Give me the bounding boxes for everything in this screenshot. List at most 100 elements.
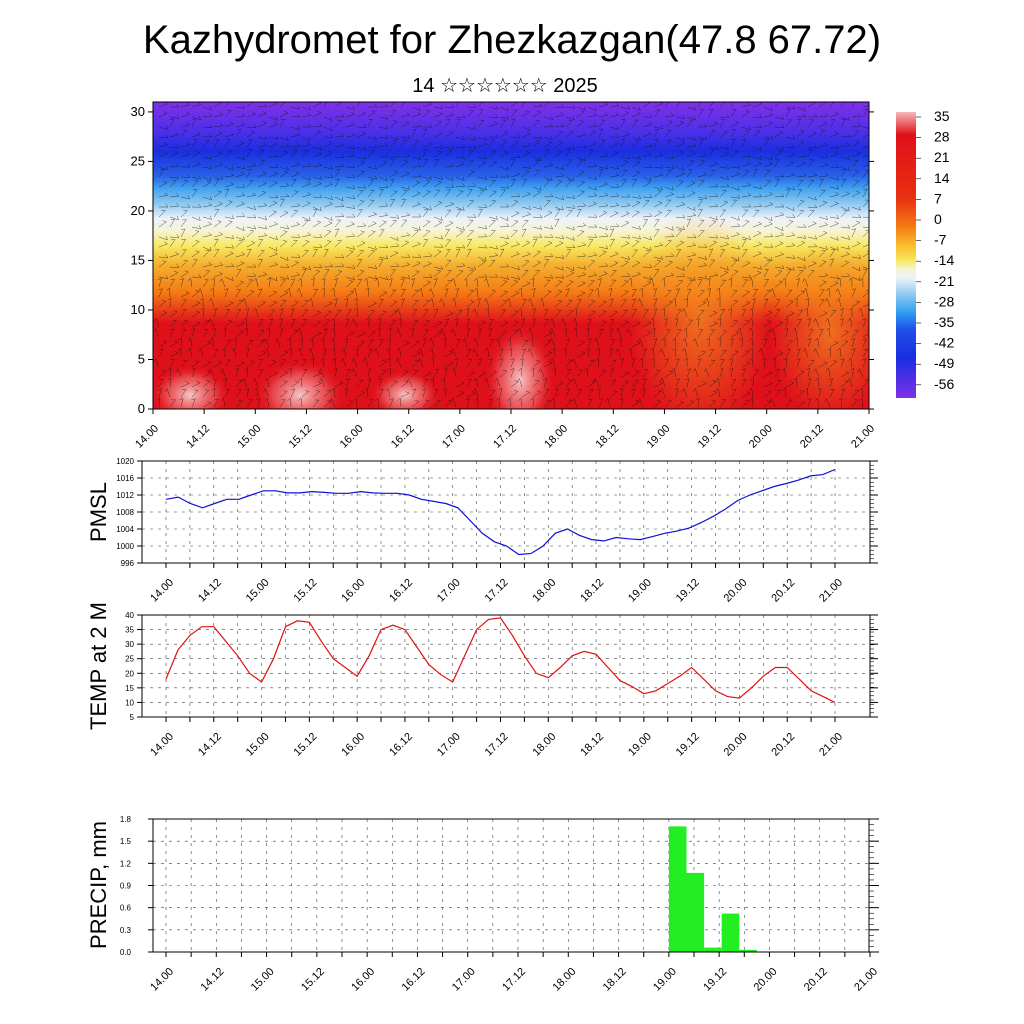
heatmap-x-tick-label: 20.00 [747, 423, 775, 451]
precipitation-panel: 0.0 0.3 0.6 0.9 1.2 1.5 1.8 14.00 14.12 15.00 15.… [86, 815, 880, 994]
precipitation-bar [721, 913, 740, 952]
cool-sector-mark [770, 240, 869, 409]
cross-section-panel: 0 5 10 15 20 25 30 14.00 14.12 15.00 15.12 16.00 16… [131, 101, 877, 451]
warm-core-mark [255, 360, 345, 409]
colorbar-label: 0 [934, 211, 942, 227]
precipitation-bar [686, 872, 705, 952]
pmsl-y-tick-label: 1012 [116, 491, 134, 500]
heatmap-x-tick-label: 19.00 [645, 423, 673, 451]
precipitation-x-tick-label: 21.00 [852, 966, 880, 994]
chart-subtitle: 14 ☆☆☆☆☆☆ 2025 [412, 75, 598, 97]
precipitation-x-tick-label: 19.00 [651, 966, 679, 994]
precipitation-grid [153, 819, 869, 952]
pmsl-x-tick-label: 15.00 [244, 577, 272, 605]
pmsl-x-tick-label: 20.00 [722, 577, 750, 605]
colorbar-label: -42 [934, 335, 954, 351]
temperature-x-tick-label: 16.00 [339, 731, 367, 759]
pmsl-x-tick-label: 14.00 [148, 577, 176, 605]
precipitation-x-tick-label: 19.12 [701, 966, 729, 994]
temperature-x-tick-label: 19.12 [674, 731, 702, 759]
precipitation-axis-label: PRECIP, mm [86, 821, 111, 949]
pmsl-series-line [165, 468, 836, 556]
pmsl-x-tick-label: 16.00 [339, 577, 367, 605]
precipitation-x-tick-label: 16.12 [400, 966, 428, 994]
heatmap-x-tick-label: 15.12 [287, 423, 315, 451]
temperature-y-axis: 5 10 15 20 25 30 35 40 [125, 611, 878, 722]
heatmap-field [153, 102, 869, 409]
pmsl-y-tick-label: 1004 [116, 525, 134, 534]
colorbar-label: -21 [934, 273, 954, 289]
temperature-series-line [165, 617, 836, 703]
temperature-x-axis: 14.00 14.12 15.00 15.12 16.00 16.12 17.00 17.12… [148, 717, 845, 759]
heatmap-x-tick-label: 15.00 [235, 423, 263, 451]
precipitation-y-tick-label: 1.5 [120, 837, 132, 846]
cool-sector-mark [630, 210, 770, 409]
temperature-panel: 5 10 15 20 25 30 35 40 14.00 14.12 15.00 15.12 16.0… [86, 602, 878, 759]
wind-barb-field [153, 102, 869, 408]
heatmap-y-axis: 0 5 10 15 20 25 30 [131, 104, 874, 416]
pmsl-y-tick-label: 996 [121, 559, 135, 568]
precipitation-y-tick-label: 1.8 [120, 815, 132, 824]
precipitation-x-tick-label: 18.00 [550, 966, 578, 994]
colorbar-label: 14 [934, 170, 950, 186]
heatmap-x-tick-label: 14.12 [184, 423, 212, 451]
pmsl-x-tick-label: 15.12 [292, 577, 320, 605]
temperature-y-tick-label: 15 [125, 684, 134, 693]
precipitation-x-tick-label: 17.00 [450, 966, 478, 994]
heatmap-x-tick-label: 19.12 [696, 423, 724, 451]
pmsl-y-tick-label: 1016 [116, 474, 134, 483]
heatmap-x-tick-label: 18.12 [593, 423, 621, 451]
pmsl-x-tick-label: 17.12 [483, 577, 511, 605]
heatmap-x-tick-label: 16.00 [338, 423, 366, 451]
heatmap-x-tick-label: 14.00 [133, 423, 161, 451]
temperature-frame [141, 614, 871, 718]
heatmap-x-tick-label: 21.00 [849, 423, 877, 451]
temperature-axis-label: TEMP at 2 M [86, 602, 111, 730]
pmsl-x-tick-label: 19.12 [674, 577, 702, 605]
heatmap-y-tick-label: 15 [131, 252, 145, 267]
temperature-x-tick-label: 14.12 [196, 731, 224, 759]
pmsl-grid [142, 461, 870, 563]
precipitation-x-tick-label: 14.12 [198, 966, 226, 994]
precipitation-y-tick-label: 1.2 [120, 859, 132, 868]
temperature-y-tick-label: 20 [125, 669, 134, 678]
temperature-y-tick-label: 40 [125, 611, 134, 620]
heatmap-x-tick-label: 17.00 [440, 423, 468, 451]
precipitation-x-axis: 14.00 14.12 15.00 15.12 16.00 16.12 17.00 17.12… [148, 952, 880, 994]
colorbar-label: -56 [934, 376, 954, 392]
temperature-y-tick-label: 5 [130, 713, 135, 722]
temperature-x-tick-label: 15.12 [292, 731, 320, 759]
temperature-x-tick-label: 19.00 [626, 731, 654, 759]
pmsl-x-tick-label: 17.00 [435, 577, 463, 605]
wind-barbs [153, 102, 869, 408]
pmsl-x-tick-label: 18.12 [578, 577, 606, 605]
warm-core-mark [485, 325, 555, 409]
precipitation-y-tick-label: 0.6 [120, 904, 132, 913]
precipitation-x-tick-label: 15.00 [249, 966, 277, 994]
temperature-x-tick-label: 14.00 [148, 731, 176, 759]
temperature-x-tick-label: 20.12 [769, 731, 797, 759]
precipitation-y-tick-label: 0.9 [120, 882, 132, 891]
heatmap-x-axis: 14.00 14.12 15.00 15.12 16.00 16.12 17.00 17.12… [133, 409, 877, 451]
colorbar-label: 28 [934, 129, 950, 145]
pmsl-x-tick-label: 16.12 [387, 577, 415, 605]
pmsl-x-tick-label: 19.00 [626, 577, 654, 605]
precipitation-bars [668, 826, 757, 952]
pmsl-y-tick-label: 1020 [116, 457, 134, 466]
precipitation-bar [668, 826, 687, 952]
temperature-y-tick-label: 10 [125, 698, 134, 707]
colorbar-ramp [896, 112, 916, 398]
temperature-x-tick-label: 17.12 [483, 731, 511, 759]
temperature-y-tick-label: 30 [125, 640, 134, 649]
temperature-x-tick-label: 17.00 [435, 731, 463, 759]
colorbar-label: -28 [934, 293, 954, 309]
pmsl-y-tick-label: 1000 [116, 542, 134, 551]
temperature-x-tick-label: 16.12 [387, 731, 415, 759]
temperature-x-tick-label: 21.00 [817, 731, 845, 759]
heatmap-y-tick-label: 25 [131, 153, 145, 168]
heatmap-x-tick-label: 20.12 [798, 423, 826, 451]
colorbar-label: 35 [934, 108, 950, 124]
colorbar-label: -7 [934, 232, 947, 248]
heatmap-x-tick-label: 16.12 [389, 423, 417, 451]
